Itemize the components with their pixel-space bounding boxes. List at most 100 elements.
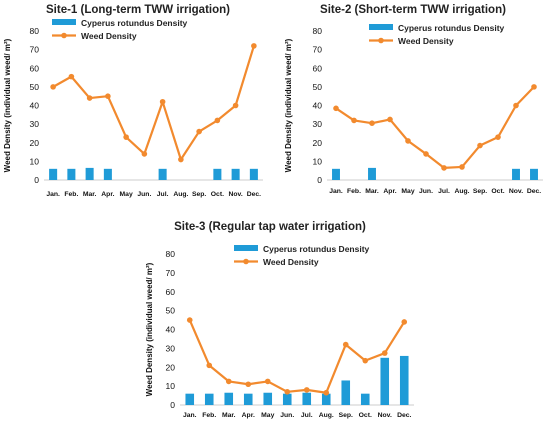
bar-cyperus-rotundus [512,168,520,180]
x-tick-label: Jan. [329,188,343,195]
legend-swatch-marker [378,37,384,44]
y-axis-label: Weed Density (individual weed/ m²) [284,38,293,172]
point-weed-density [369,120,375,126]
point-weed-density [423,151,429,157]
x-tick-label: Dec. [397,412,411,419]
y-tick-label: 10 [166,381,176,391]
y-axis-label: Weed Density (individual weed/ m²) [145,262,154,396]
y-tick-label: 50 [166,306,176,316]
point-weed-density [245,381,252,388]
x-tick-label: Sep. [339,412,353,419]
bar-cyperus-rotundus [332,168,340,180]
bar-cyperus-rotundus [368,167,376,180]
x-tick-label: Nov. [229,191,243,198]
x-tick-label: Jan. [183,412,197,419]
point-weed-density [159,98,166,105]
legend-swatch-bar [369,24,393,30]
x-tick-label: May [261,412,274,419]
x-tick-label: Oct. [211,191,224,198]
y-tick-label: 80 [313,26,323,36]
y-tick-label: 80 [30,26,40,36]
y-tick-label: 60 [313,63,323,73]
y-axis-label: Weed Density (individual weed/ m²) [3,38,12,172]
point-weed-density [513,102,519,109]
y-tick-label: 40 [166,325,176,335]
point-weed-density [251,43,257,49]
y-tick-label: 10 [30,156,40,166]
x-tick-label: Nov. [378,412,392,419]
legend-swatch-marker [61,32,67,39]
point-weed-density [477,142,483,149]
chart-site-1: Site-1 (Long-term TWW irrigation) Weed De… [0,0,275,212]
bar-cyperus-rotundus [321,393,331,405]
y-tick-label: 70 [313,45,323,55]
y-tick-label: 80 [166,249,176,259]
point-weed-density [214,117,221,124]
point-weed-density [362,357,369,364]
line-weed-density [52,45,255,161]
point-weed-density [333,105,339,112]
y-tick-label: 30 [166,343,176,353]
y-tick-label: 70 [30,45,40,55]
point-weed-density [50,84,56,90]
point-weed-density [105,93,111,99]
y-tick-label: 40 [313,101,323,111]
x-tick-label: Aug. [319,412,334,419]
x-tick-label: Mar. [222,412,236,419]
chart-svg: Site-1 (Long-term TWW irrigation) Weed De… [3,4,263,198]
bar-cyperus-rotundus [213,168,222,180]
legend-entry-weed: Weed Density [263,257,319,267]
bar-cyperus-rotundus [360,393,370,405]
point-weed-density [441,165,447,171]
x-tick-label: May [401,188,414,195]
legend-entry-cyperus: Cyperus rotundus Density [81,18,188,28]
bar-cyperus-rotundus [158,168,167,180]
point-weed-density [123,134,129,140]
bar-cyperus-rotundus [302,392,312,405]
chart-site-3: Site-3 (Regular tap water irrigation) Wee… [130,218,430,425]
x-tick-label: Dec. [247,191,261,198]
x-tick-label: Jan. [46,191,60,198]
point-weed-density [531,84,537,90]
point-weed-density [303,387,310,393]
y-tick-label: 20 [313,138,323,148]
y-tick-label: 0 [34,175,39,185]
y-tick-label: 50 [313,82,323,92]
point-weed-density [86,95,93,101]
legend-entry-cyperus: Cyperus rotundus Density [263,244,370,254]
point-weed-density [196,128,202,135]
bar-cyperus-rotundus [224,392,234,405]
y-tick-label: 60 [30,63,40,73]
point-weed-density [351,117,357,124]
legend-swatch-marker [243,258,249,265]
point-weed-density [141,151,148,157]
point-weed-density [405,138,411,144]
bar-cyperus-rotundus [399,355,409,405]
x-tick-label: Feb. [347,188,361,195]
y-tick-label: 30 [30,119,40,129]
y-tick-label: 50 [30,82,40,92]
line-weed-density [335,86,535,169]
bar-cyperus-rotundus [282,393,292,405]
bar-cyperus-rotundus [341,380,351,405]
y-tick-label: 70 [166,268,176,278]
bar-cyperus-rotundus [204,393,214,405]
x-tick-label: Mar. [83,191,97,198]
x-tick-label: Jul. [301,412,313,419]
y-tick-label: 20 [30,138,40,148]
x-tick-label: Apr. [383,188,396,195]
x-tick-label: Aug. [173,191,188,198]
line-weed-density [188,319,406,394]
point-weed-density [68,73,75,80]
y-tick-label: 40 [30,101,40,111]
x-tick-label: Mar. [365,188,379,195]
bar-cyperus-rotundus [263,392,273,405]
y-tick-label: 60 [166,287,176,297]
bar-cyperus-rotundus [231,168,240,180]
bar-cyperus-rotundus [380,357,390,405]
point-weed-density [401,319,408,325]
bar-cyperus-rotundus [530,168,538,180]
bar-cyperus-rotundus [249,168,258,180]
x-tick-label: May [120,191,133,198]
x-tick-label: Sep. [192,191,206,198]
